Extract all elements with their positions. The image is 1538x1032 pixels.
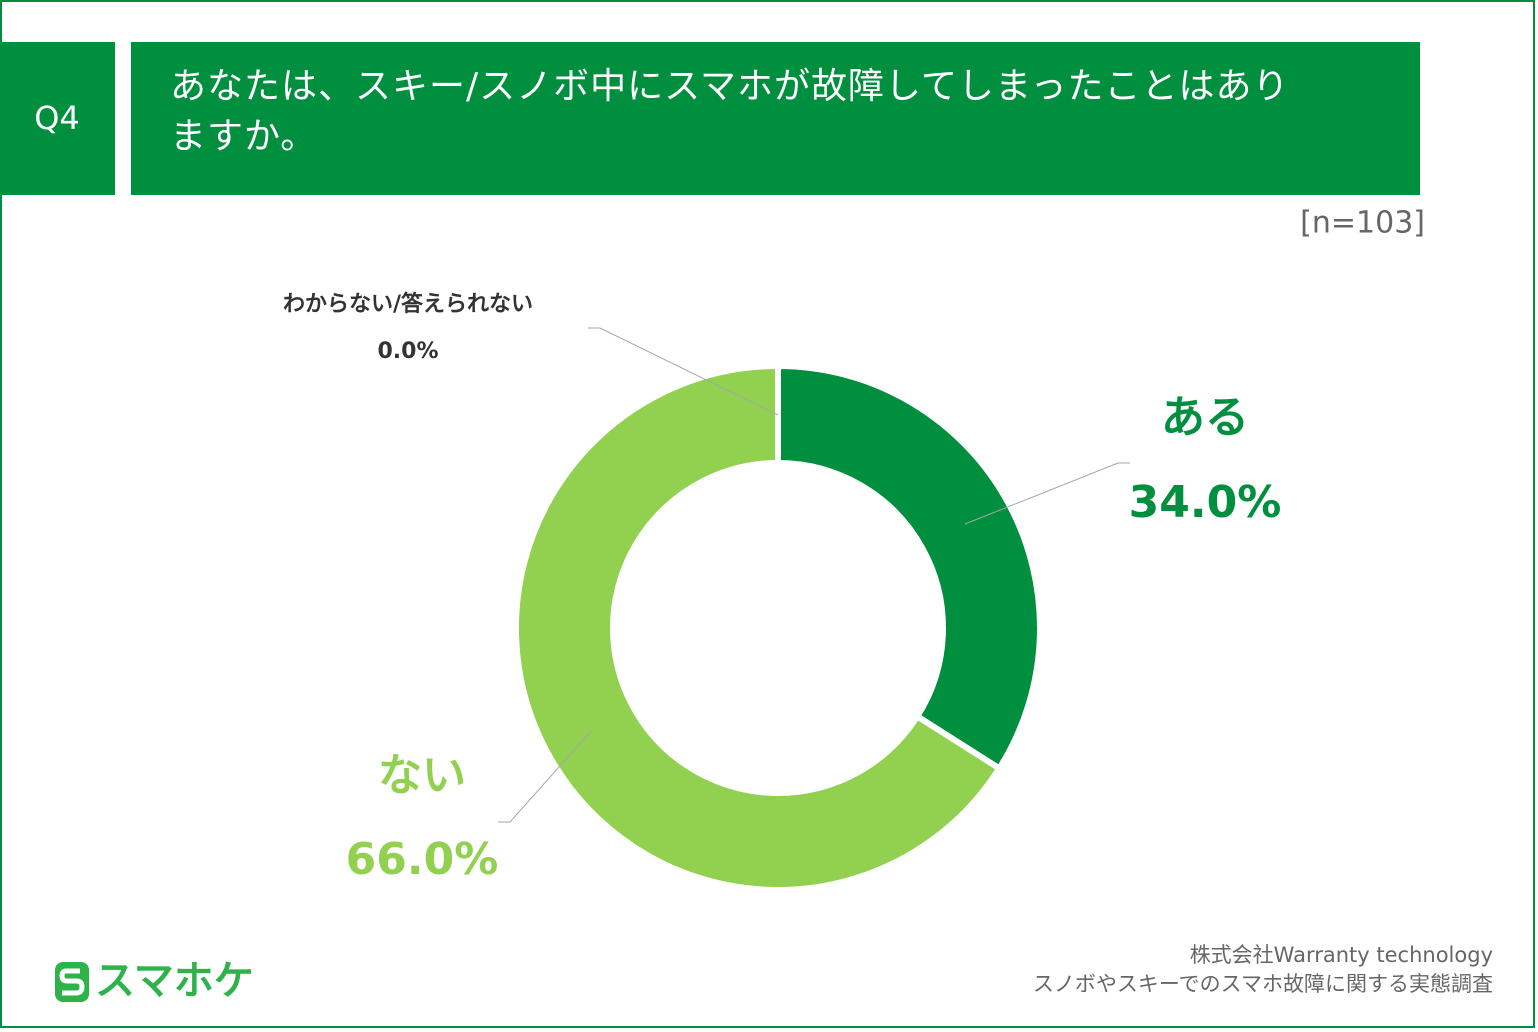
source-line: 株式会社Warranty technology (1190, 943, 1493, 967)
leader-line (498, 729, 593, 823)
slice-label: ある (1161, 392, 1249, 443)
question-box (0, 42, 115, 195)
question-number: Q4 (34, 99, 80, 137)
source-line: スノボやスキーでのスマホ故障に関する実態調査 (1033, 972, 1493, 996)
value-label: 66.0% (346, 834, 499, 885)
leader-line (588, 327, 779, 416)
logo-s (59, 968, 85, 996)
chart-title: あなたは、スキー/スノボ中にスマホが故障してしまったことはありますか。 (170, 66, 1290, 157)
logo: スマホケ (55, 958, 254, 1004)
title-box (131, 42, 1420, 195)
value-label: 0.0% (377, 339, 438, 364)
sample-note: [n=103] (1300, 206, 1425, 241)
title-wrap: あなたは、スキー/スノボ中にスマホが故障してしまったことはありますか。 (170, 66, 1290, 157)
logo-text: スマホケ (95, 958, 254, 1004)
slice-label: ない (378, 750, 466, 801)
donut-slice (513, 362, 1004, 893)
donut-slice (775, 362, 1043, 773)
slice-label: わからない/答えられない (283, 291, 533, 317)
value-label: 34.0% (1129, 477, 1282, 528)
leader-line (964, 462, 1130, 525)
